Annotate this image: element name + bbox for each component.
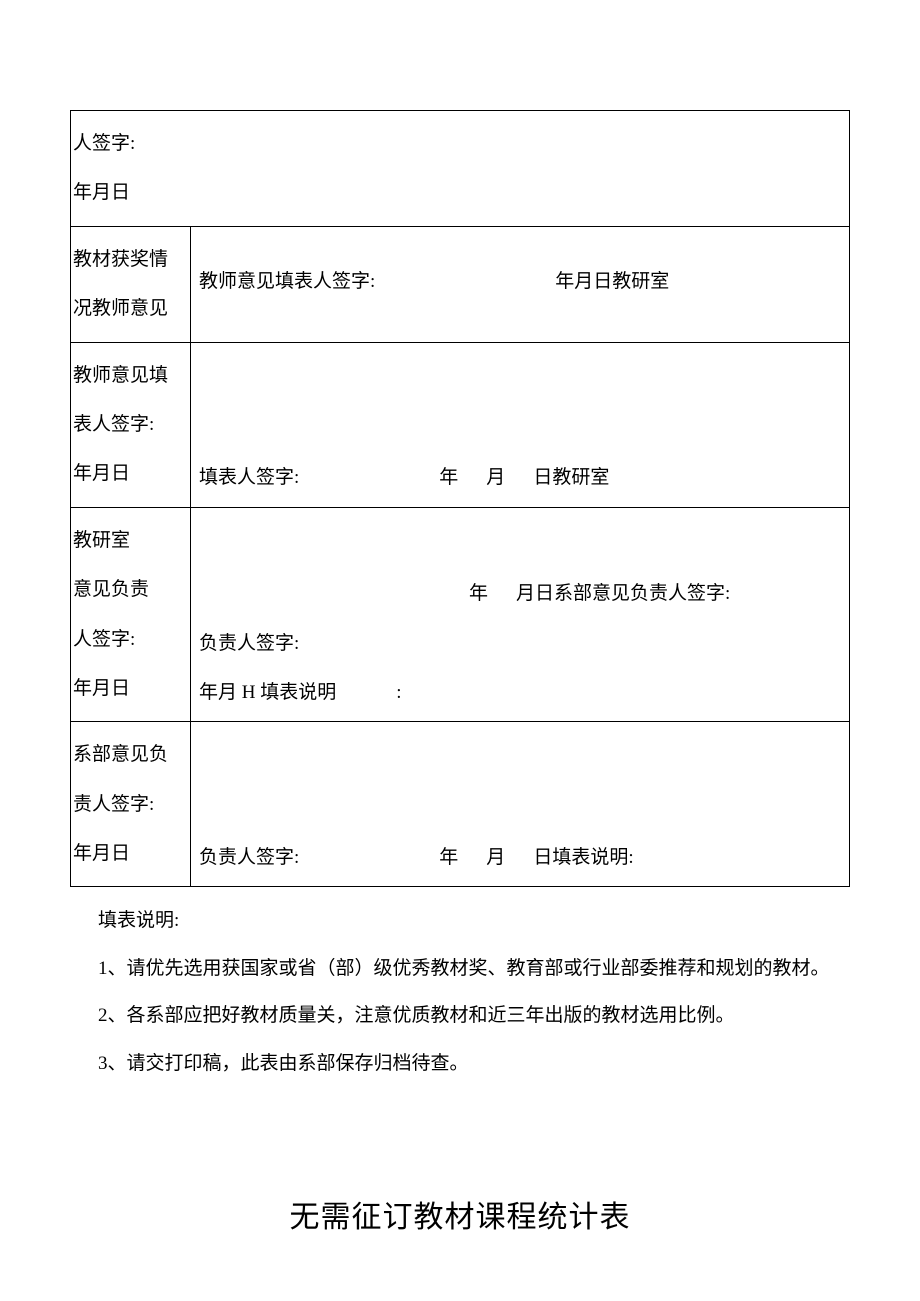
row4-left-line2: 意见负责 — [73, 565, 186, 614]
row5-right-year: 年 — [439, 847, 458, 868]
row4-right-top-text: 月日系部意见负责人签字: — [516, 583, 730, 604]
row5-left-line3: 年月日 — [73, 829, 186, 878]
row4-right-bottom-a: 年月 H 填表说明 — [199, 682, 336, 703]
row5-left-line2: 责人签字: — [73, 780, 186, 829]
row3-left-line2: 表人签字: — [73, 400, 186, 449]
page-content: 人签字: 年月日 教材获奖情 况教师意见 教师意见填表人签字:年月日教研室 教师… — [0, 0, 920, 1236]
form-table: 人签字: 年月日 教材获奖情 况教师意见 教师意见填表人签字:年月日教研室 教师… — [70, 110, 850, 887]
row2-left: 教材获奖情 况教师意见 — [71, 226, 191, 342]
row1-line1: 人签字: — [73, 119, 845, 168]
row1-line2: 年月日 — [73, 168, 845, 217]
note-3: 3、请交打印稿，此表由系部保存归档待查。 — [98, 1040, 850, 1088]
row5-right-a: 负责人签字: — [199, 847, 299, 868]
row4-left-line4: 年月日 — [73, 664, 186, 713]
row5-left-line1: 系部意见负 — [73, 730, 186, 779]
table-row: 系部意见负 责人签字: 年月日 负责人签字: 年 月 日填表说明: — [71, 722, 850, 887]
row2-left-line1: 教材获奖情 — [73, 235, 186, 284]
row3-left-line3: 年月日 — [73, 449, 186, 498]
row2-right: 教师意见填表人签字: 年月日教研室 — [191, 226, 850, 342]
row4-left-line1: 教研室 — [73, 516, 186, 565]
row4-right-bottom: 年月 H 填表说明: — [199, 668, 849, 717]
row3-right-month: 月 — [486, 467, 505, 488]
row3-right-day: 日教研室 — [533, 467, 609, 488]
row5-left: 系部意见负 责人签字: 年月日 — [71, 722, 191, 887]
table-row: 教研室 意见负责 人签字: 年月日 年 月日系部意见负责人签字: 负责人签字: 年… — [71, 507, 850, 722]
row3-left: 教师意见填 表人签字: 年月日 — [71, 342, 191, 507]
row3-right: 填表人签字: 年 月 日教研室 — [191, 342, 850, 507]
row5-right: 负责人签字: 年 月 日填表说明: — [191, 722, 850, 887]
row4-left: 教研室 意见负责 人签字: 年月日 — [71, 507, 191, 722]
row1-cell: 人签字: 年月日 — [71, 111, 850, 227]
row3-right-a: 填表人签字: — [199, 467, 299, 488]
row2-left-line2: 况教师意见 — [73, 284, 186, 333]
row3-left-line1: 教师意见填 — [73, 351, 186, 400]
row3-right-year: 年 — [439, 467, 458, 488]
notes-intro: 填表说明: — [98, 897, 850, 945]
row2-right-b: 年月日教研室 — [555, 271, 669, 292]
row4-right: 年 月日系部意见负责人签字: 负责人签字: 年月 H 填表说明: — [191, 507, 850, 722]
row5-right-month: 月 — [486, 847, 505, 868]
table-row: 人签字: 年月日 — [71, 111, 850, 227]
notes-section: 填表说明: 1、请优先选用获国家或省（部）级优秀教材奖、教育部或行业部委推荐和规… — [70, 897, 850, 1087]
row5-right-day: 日填表说明: — [533, 847, 633, 868]
table-row: 教师意见填 表人签字: 年月日 填表人签字: 年 月 日教研室 — [71, 342, 850, 507]
note-2: 2、各系部应把好教材质量关，注意优质教材和近三年出版的教材选用比例。 — [98, 992, 850, 1040]
row4-left-line3: 人签字: — [73, 615, 186, 664]
row4-right-top: 年 月日系部意见负责人签字: — [199, 569, 849, 618]
row4-right-mid: 负责人签字: — [199, 619, 849, 668]
table-row: 教材获奖情 况教师意见 教师意见填表人签字: 年月日教研室 — [71, 226, 850, 342]
note-1: 1、请优先选用获国家或省（部）级优秀教材奖、教育部或行业部委推荐和规划的教材。 — [98, 945, 850, 993]
row4-right-top-year: 年 — [469, 583, 488, 604]
row4-right-bottom-b: : — [396, 682, 401, 703]
page-title: 无需征订教材课程统计表 — [70, 1192, 850, 1236]
row2-right-a: 教师意见填表人签字: — [199, 271, 375, 292]
